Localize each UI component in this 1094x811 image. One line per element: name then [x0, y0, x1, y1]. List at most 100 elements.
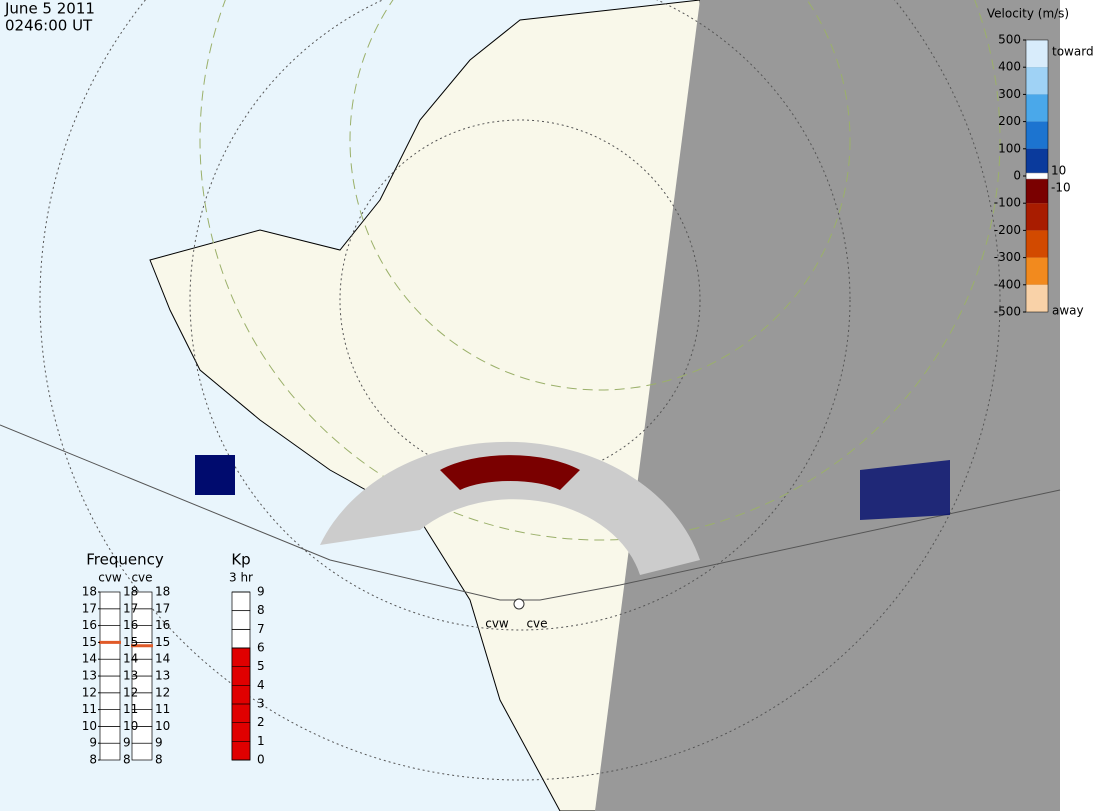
kp-tick-label: 3 [257, 697, 265, 711]
scatter-cluster [195, 455, 235, 495]
colorbar-segment [1026, 203, 1048, 231]
scatter-cluster [860, 460, 950, 520]
gauge-cell [99, 675, 121, 694]
radar-name: cve [131, 571, 152, 585]
gauge-cell [99, 608, 121, 626]
gauge-cell [131, 591, 153, 610]
colorbar-tick-label: 500 [998, 33, 1021, 47]
colorbar-tick-label: -100 [994, 196, 1021, 210]
frequency-tick-label: 14 [155, 652, 170, 666]
gauge-cell [99, 591, 121, 610]
kp-tick-label: 5 [257, 659, 265, 673]
frequency-tick-label: 11 [82, 702, 97, 716]
frequency-tick-label: 17 [82, 601, 97, 615]
kp-tick-label: 9 [257, 585, 265, 599]
frequency-tick-label: 16 [82, 618, 97, 632]
frequency-tick-label: 13 [82, 669, 97, 683]
gauge-cell [99, 692, 121, 710]
frequency-tick-label: 8 [89, 753, 97, 767]
kp-tick-label: 4 [257, 678, 265, 692]
colorbar-segment [1026, 67, 1048, 95]
colorbar-title: Velocity (m/s) [987, 7, 1069, 21]
gauge-cell [99, 658, 121, 677]
gauge-cell [231, 591, 251, 612]
frequency-tick-label: 17 [155, 601, 170, 615]
frequency-tick-label: 15 [82, 635, 97, 649]
colorbar-segment [1026, 121, 1048, 149]
kp-tick-label: 7 [257, 622, 265, 636]
gauge-cell [99, 642, 121, 660]
frequency-tick-label: 8 [123, 753, 131, 767]
colorbar-tick-label: 200 [998, 114, 1021, 128]
scatter-cluster [440, 455, 580, 490]
ground-scatter [320, 441, 700, 575]
frequency-tick-label: 16 [123, 618, 138, 632]
frequency-tick-label: 11 [123, 702, 138, 716]
colorbar-tick-label: 0 [1013, 169, 1021, 183]
frequency-tick-label: 12 [82, 685, 97, 699]
grid-circles [39, 0, 1001, 781]
colorbar-segment [1026, 284, 1048, 312]
frequency-tick-label: 9 [155, 736, 163, 750]
colorbar-tick-label: -500 [994, 305, 1021, 319]
frequency-tick-label: 9 [89, 736, 97, 750]
colorbar-inner-label: -10 [1051, 181, 1071, 195]
frequency-tick-label: 17 [123, 601, 138, 615]
frequency-tick-label: 14 [82, 652, 97, 666]
colorbar-inner-label: 10 [1051, 164, 1066, 178]
kp-tick-label: 6 [257, 641, 265, 655]
land [149, 0, 701, 811]
kp-subtitle: 3 hr [229, 571, 253, 585]
time: 0246:00 UT [5, 17, 93, 35]
frequency-tick-label: 14 [123, 652, 138, 666]
gauge-cell [131, 742, 153, 761]
frequency-tick-label: 12 [123, 685, 138, 699]
kp-tick-label: 0 [257, 753, 265, 767]
frequency-tick-label: 13 [155, 669, 170, 683]
colorbar-segment [1026, 176, 1048, 204]
frequency-tick-label: 18 [155, 585, 170, 599]
kp-title: Kp [231, 551, 250, 569]
frequency-tick-label: 13 [123, 669, 138, 683]
frequency-tick-label: 9 [123, 736, 131, 750]
frequency-tick-label: 8 [155, 753, 163, 767]
frequency-tick-label: 10 [155, 719, 170, 733]
radar-label: cve [526, 617, 547, 631]
gauge-cell [231, 610, 251, 630]
colorbar-tick-label: 400 [998, 60, 1021, 74]
frequency-tick-label: 16 [155, 618, 170, 632]
colorbar-tick-label: -400 [994, 277, 1021, 291]
toward-label: toward [1052, 45, 1094, 59]
frequency-tick-label: 10 [82, 719, 97, 733]
away-label: away [1052, 304, 1084, 318]
date: June 5 2011 [4, 0, 95, 18]
night-side [595, 0, 1060, 811]
colorbar-tick-label: 300 [998, 87, 1021, 101]
frequency-tick-label: 18 [82, 585, 97, 599]
colorbar-segment [1026, 40, 1048, 68]
frequency-title: Frequency [86, 551, 164, 569]
kp-tick-label: 8 [257, 603, 265, 617]
colorbar-segment [1026, 148, 1048, 176]
frequency-tick-label: 12 [155, 685, 170, 699]
mag-circles [199, 0, 1001, 541]
frequency-tick-label: 10 [123, 719, 138, 733]
frequency-tick-label: 11 [155, 702, 170, 716]
colorbar-segment [1026, 257, 1048, 285]
gauge-cell [99, 625, 121, 643]
colorbar-tick-label: 100 [998, 141, 1021, 155]
frequency-tick-label: 15 [123, 635, 138, 649]
colorbar-tick-label: -200 [994, 223, 1021, 237]
gauge-cell [99, 742, 121, 761]
radar-label: cvw [485, 617, 509, 631]
colorbar-segment [1026, 230, 1048, 258]
colorbar-segment [1026, 94, 1048, 122]
kp-tick-label: 2 [257, 715, 265, 729]
frequency-tick-label: 15 [155, 635, 170, 649]
gauge-cell [99, 726, 121, 744]
gauge-cell [231, 628, 251, 649]
frequency-tick-label: 18 [123, 585, 138, 599]
radar-name: cvw [98, 571, 122, 585]
radar-site [513, 598, 525, 610]
